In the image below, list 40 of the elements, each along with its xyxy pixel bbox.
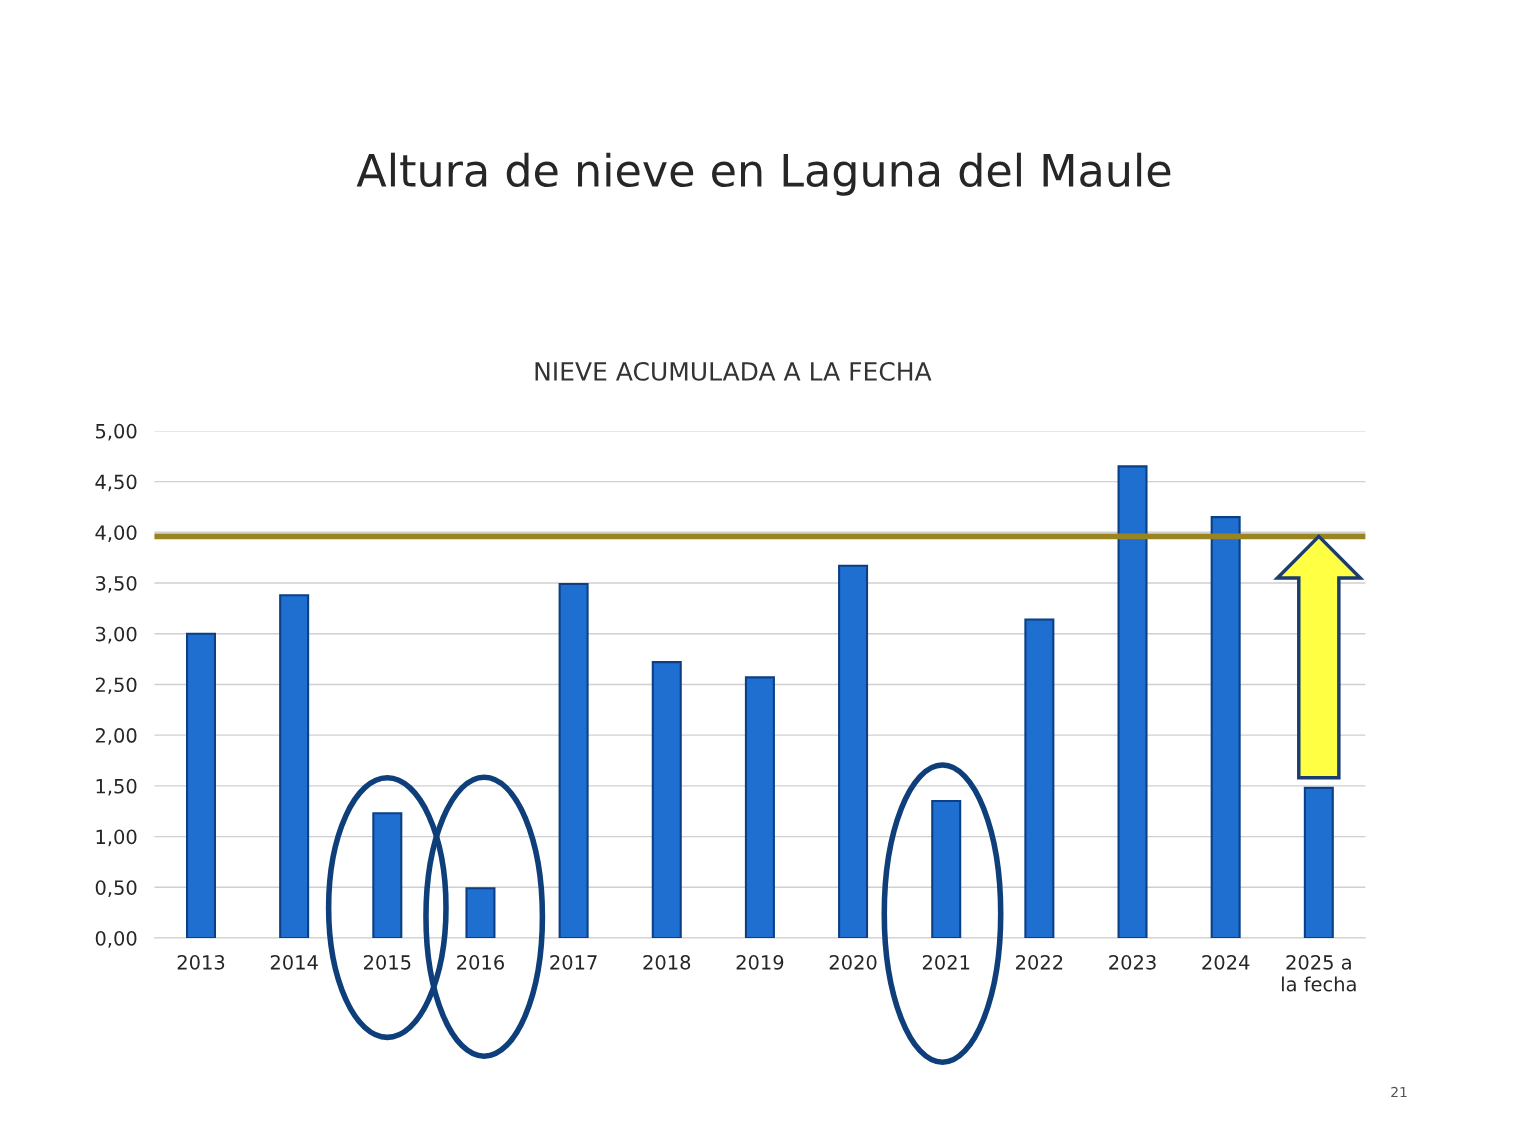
y-tick-label: 4,00 [95, 525, 137, 542]
x-tick-label: 2017 [550, 955, 597, 970]
x-tick-label: 2024 [1202, 955, 1250, 970]
bar [1024, 618, 1055, 938]
chart-subtitle: NIEVE ACUMULADA A LA FECHA [535, 361, 932, 381]
x-tick-label: 2023 [1109, 955, 1156, 970]
y-tick-label: 2,50 [95, 677, 137, 695]
bar [465, 887, 496, 938]
x-tick-label: 2022 [1016, 955, 1063, 970]
y-tick-label: 1,00 [96, 829, 137, 847]
bar [838, 564, 869, 938]
bar [185, 632, 217, 938]
bar [1117, 465, 1148, 938]
bar [372, 812, 403, 938]
x-tick-label: 2021 [922, 955, 970, 970]
bar [744, 676, 775, 938]
y-tick-label: 1,50 [96, 778, 137, 796]
x-tick-label: 2013 [177, 955, 225, 970]
x-tick-label: 2019 [736, 955, 784, 970]
x-tick-label: 2020 [829, 955, 877, 970]
bar [1303, 786, 1334, 938]
y-tick-label: 5,00 [95, 423, 137, 441]
y-tick-label: 2,00 [95, 728, 137, 745]
x-tick-label: 2018 [643, 955, 691, 970]
x-tick-label: 2015 [363, 955, 411, 970]
bar [279, 594, 310, 938]
y-tick-label: 0,50 [95, 880, 137, 897]
bar [651, 661, 682, 938]
bar [1210, 516, 1241, 938]
y-tick-label: 4,50 [95, 474, 137, 492]
x-tick-label: 2014 [270, 955, 318, 970]
bar [931, 800, 962, 938]
bar [558, 583, 589, 938]
y-tick-label: 3,50 [95, 575, 137, 593]
chart-title: Altura de nieve en Laguna del Maule [356, 152, 1171, 196]
y-tick-label: 3,00 [95, 626, 137, 644]
x-tick-label: 2025 a la fecha [1282, 955, 1356, 992]
y-tick-label: 0,00 [95, 930, 137, 948]
x-tick-label: 2016 [457, 955, 504, 970]
text: 21 [1391, 1086, 1407, 1098]
